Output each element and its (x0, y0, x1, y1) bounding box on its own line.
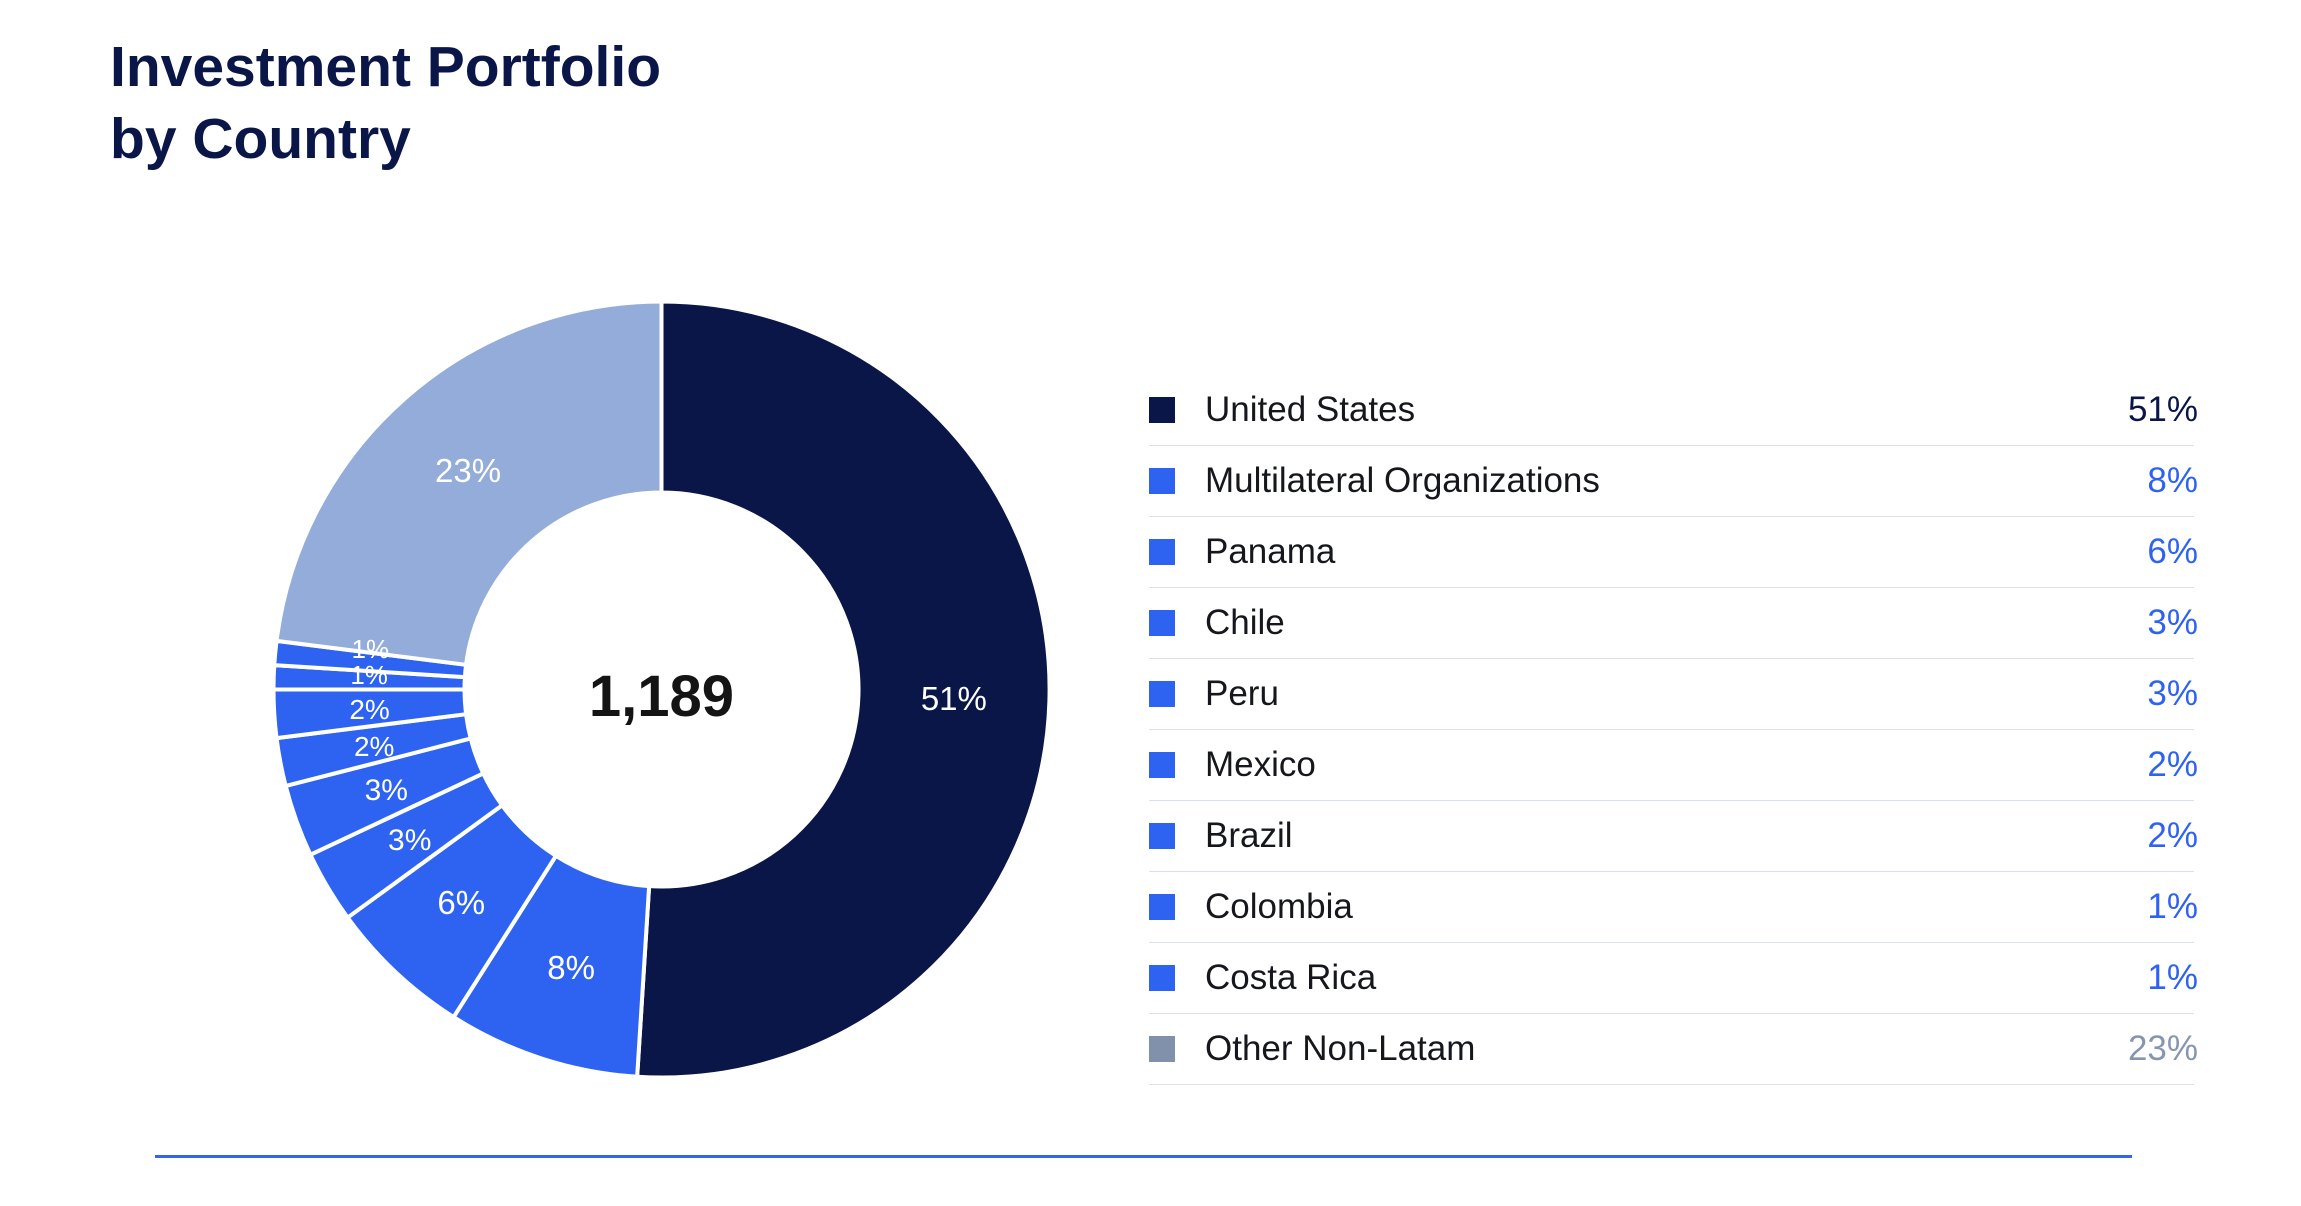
svg-text:2%: 2% (354, 731, 394, 762)
svg-text:23%: 23% (435, 452, 501, 489)
svg-text:3%: 3% (388, 824, 431, 857)
svg-text:51%: 51% (921, 680, 987, 717)
svg-text:3%: 3% (365, 774, 408, 807)
svg-text:1%: 1% (352, 634, 390, 664)
svg-text:8%: 8% (547, 949, 595, 986)
svg-text:1%: 1% (350, 660, 388, 690)
svg-text:1,189: 1,189 (589, 664, 734, 729)
svg-text:2%: 2% (349, 694, 389, 725)
svg-text:6%: 6% (437, 884, 485, 921)
